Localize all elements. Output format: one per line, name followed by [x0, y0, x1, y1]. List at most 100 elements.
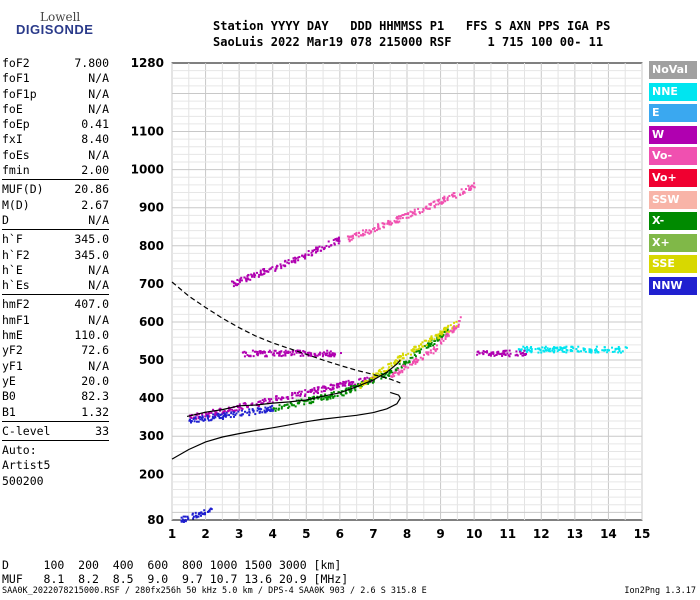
echo-point: [270, 408, 273, 411]
y-tick-label: 1100: [131, 125, 164, 139]
echo-point: [233, 415, 236, 418]
echo-point: [433, 206, 436, 209]
echo-point: [333, 384, 336, 387]
echo-point: [204, 412, 207, 415]
echo-point: [556, 350, 559, 353]
echo-point: [422, 353, 425, 356]
param-name: C-level: [2, 423, 51, 438]
echo-point: [360, 381, 363, 384]
echo-point: [318, 353, 321, 356]
echo-point: [336, 384, 339, 387]
echo-point: [380, 367, 383, 370]
echo-point: [253, 272, 256, 275]
echo-point: [311, 389, 314, 392]
y-tick-label: 300: [139, 429, 164, 443]
echo-point: [273, 354, 276, 357]
echo-point: [268, 349, 271, 352]
echo-point: [307, 253, 310, 256]
echo-point: [405, 353, 408, 356]
echo-point: [553, 346, 556, 349]
echo-point: [438, 332, 441, 335]
echo-point: [565, 345, 568, 348]
echo-point: [425, 344, 428, 347]
echo-point: [232, 285, 235, 288]
echo-point: [543, 350, 546, 353]
echo-point: [331, 386, 334, 389]
auto-scaling-text: 500200: [2, 473, 44, 488]
echo-point: [339, 352, 342, 355]
echo-point: [451, 327, 454, 330]
echo-point: [203, 418, 206, 421]
echo-point: [347, 387, 350, 390]
param-row: B1 1.32: [2, 405, 109, 420]
echo-point: [218, 415, 221, 418]
param-name: foF2: [2, 56, 30, 70]
echo-point: [544, 345, 547, 348]
echo-point: [445, 327, 448, 330]
echo-point: [625, 346, 628, 349]
echo-point: [421, 357, 424, 360]
echo-point: [571, 349, 574, 352]
echo-point: [321, 246, 324, 249]
echo-point: [624, 346, 627, 349]
echo-point: [283, 404, 286, 407]
echo-point: [413, 348, 416, 351]
echo-point: [197, 417, 200, 420]
echo-point: [348, 389, 351, 392]
echo-point: [320, 398, 323, 401]
param-row: fmin 2.00: [2, 163, 109, 178]
echo-point: [353, 233, 356, 236]
param-value: 33: [95, 423, 109, 438]
echo-point: [430, 351, 433, 354]
echo-point: [256, 409, 259, 412]
echo-point: [495, 353, 498, 356]
echo-point: [347, 379, 350, 382]
echo-point: [279, 398, 282, 401]
echo-point: [582, 348, 585, 351]
echo-point: [414, 355, 417, 358]
echo-point: [263, 409, 266, 412]
echo-point: [317, 353, 320, 356]
echo-point: [459, 194, 462, 197]
echo-point: [261, 411, 264, 414]
echo-point: [292, 259, 295, 262]
legend-item: Vo-: [649, 147, 697, 166]
echo-point: [201, 512, 204, 515]
param-row: foE N/A: [2, 102, 109, 117]
echo-point: [207, 411, 210, 414]
echo-point: [427, 344, 430, 347]
x-tick-label: 12: [533, 527, 550, 541]
echo-point: [403, 360, 406, 363]
param-row: M(D) 2.67: [2, 198, 109, 213]
echo-point: [359, 377, 362, 380]
echo-point: [440, 202, 443, 205]
echo-point: [397, 215, 400, 218]
echo-point: [366, 376, 369, 379]
param-value: N/A: [88, 71, 109, 86]
echo-point: [398, 358, 401, 361]
echo-point: [430, 337, 433, 340]
echo-point: [572, 347, 575, 350]
echo-point: [241, 407, 244, 410]
echo-point: [401, 364, 404, 367]
echo-point: [261, 350, 264, 353]
echo-point: [244, 351, 247, 354]
echo-point: [530, 348, 533, 351]
param-name: foEs: [2, 147, 30, 162]
echo-point: [336, 382, 339, 385]
echo-point: [540, 351, 543, 354]
echo-point: [333, 395, 336, 398]
echo-point: [457, 325, 460, 328]
param-value: N/A: [88, 278, 109, 293]
echo-point: [359, 383, 362, 386]
profile-line: [186, 359, 401, 417]
echo-point: [448, 330, 451, 333]
echo-point: [524, 353, 527, 356]
echo-point: [326, 396, 329, 399]
echo-point: [382, 370, 385, 373]
echo-point: [408, 363, 411, 366]
echo-point: [426, 351, 429, 354]
echo-point: [613, 350, 616, 353]
param-value: 407.0: [74, 297, 109, 312]
echo-point: [440, 201, 443, 204]
